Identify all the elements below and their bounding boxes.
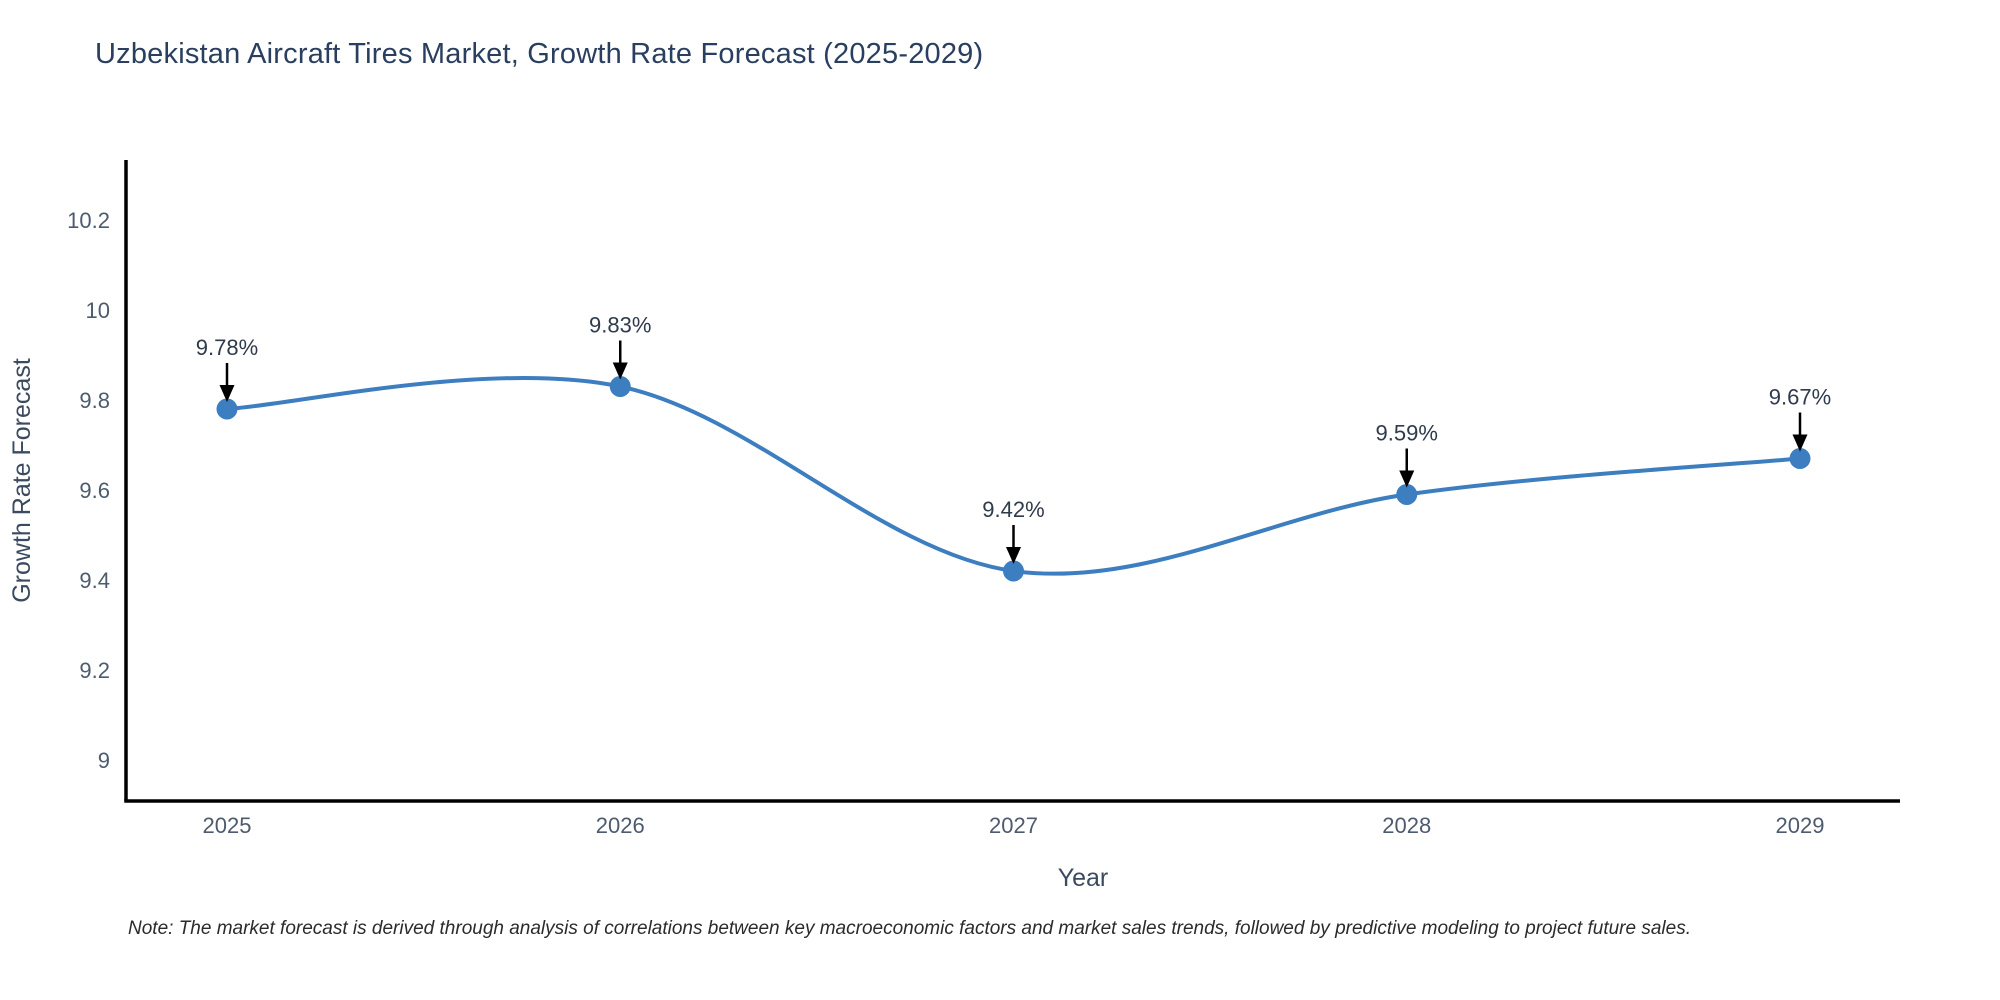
x-tick-label: 2028 xyxy=(1382,813,1431,838)
annotation-arrow-head xyxy=(1399,470,1415,488)
y-tick-label: 10.2 xyxy=(67,208,110,233)
y-tick-label: 9.6 xyxy=(79,478,110,503)
data-point-label: 9.59% xyxy=(1376,421,1438,446)
y-tick-label: 9.4 xyxy=(79,568,110,593)
data-point-label: 9.83% xyxy=(589,313,651,338)
x-tick-label: 2026 xyxy=(596,813,645,838)
annotation-arrow-head xyxy=(1792,434,1808,452)
x-tick-label: 2029 xyxy=(1776,813,1825,838)
data-point-marker xyxy=(1789,448,1811,469)
annotation-arrow-head xyxy=(219,385,235,402)
annotation-arrow-head xyxy=(1006,547,1021,564)
data-point-marker xyxy=(609,376,631,397)
x-tick-label: 2027 xyxy=(989,813,1038,838)
chart-title: Uzbekistan Aircraft Tires Market, Growth… xyxy=(95,38,984,70)
y-tick-label: 9.2 xyxy=(79,658,110,683)
x-axis-title: Year xyxy=(1058,864,1109,892)
data-point-label: 9.67% xyxy=(1769,385,1831,410)
data-point-marker xyxy=(1003,560,1024,582)
data-point-marker xyxy=(216,398,238,420)
y-axis-title: Growth Rate Forecast xyxy=(8,358,36,603)
y-tick-label: 9 xyxy=(98,748,110,773)
y-tick-label: 9.8 xyxy=(79,388,110,413)
chart-footnote: Note: The market forecast is derived thr… xyxy=(128,918,1691,939)
data-point-label: 9.78% xyxy=(196,335,258,360)
data-point-label: 9.42% xyxy=(982,497,1044,522)
annotation-arrow-head xyxy=(612,362,628,380)
x-tick-label: 2025 xyxy=(203,813,252,838)
y-tick-label: 10 xyxy=(86,298,110,323)
data-point-marker xyxy=(1396,484,1418,505)
